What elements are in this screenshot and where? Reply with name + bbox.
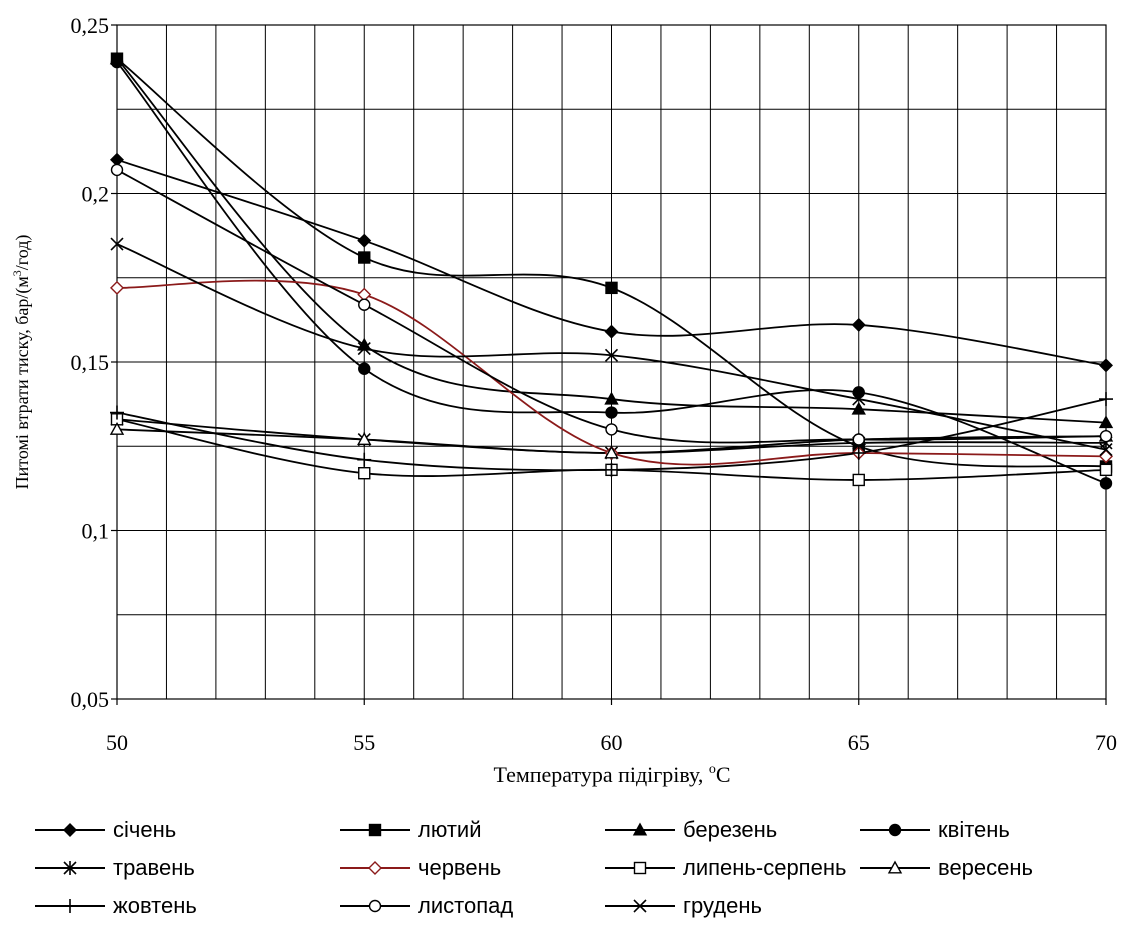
legend-item: лютий bbox=[340, 817, 482, 842]
data-point bbox=[852, 473, 865, 487]
data-point bbox=[110, 163, 124, 177]
y-tick-label: 0,1 bbox=[82, 519, 110, 544]
data-point bbox=[605, 281, 618, 295]
x-tick-label: 55 bbox=[353, 730, 375, 755]
data-point bbox=[358, 467, 371, 480]
y-axis-ticks: 0,05 0,1 0,15 0,2 0,25 bbox=[71, 13, 117, 712]
data-point bbox=[604, 391, 619, 405]
legend-label: червень bbox=[418, 855, 501, 880]
legend-item: жовтень bbox=[35, 893, 197, 918]
data-point bbox=[852, 433, 865, 446]
legend-item: листопад bbox=[340, 893, 513, 918]
data-point bbox=[358, 362, 371, 375]
legend-label: грудень bbox=[683, 893, 762, 918]
x-tick-label: 50 bbox=[106, 730, 128, 755]
data-point bbox=[852, 392, 866, 406]
y-axis-title: Питомі втрати тиску, бар/(м3/год) bbox=[10, 235, 33, 490]
x-tick-label: 60 bbox=[601, 730, 623, 755]
y-tick-label: 0,05 bbox=[71, 687, 110, 712]
legend-item: січень bbox=[35, 817, 176, 842]
legend-label: липень-серпень bbox=[683, 855, 846, 880]
legend-item: грудень bbox=[605, 893, 762, 918]
legend-item: червень bbox=[340, 855, 501, 880]
data-point bbox=[358, 298, 371, 311]
series-markers bbox=[109, 51, 1114, 490]
legend-item: квітень bbox=[860, 817, 1010, 842]
legend-label: вересень bbox=[938, 855, 1033, 880]
legend: січень лютий березень квітень травень червень… bbox=[35, 817, 1033, 918]
data-point bbox=[851, 401, 866, 415]
x-axis-ticks: 50 55 60 65 70 bbox=[106, 699, 1117, 755]
y-tick-label: 0,15 bbox=[71, 350, 110, 375]
x-tick-label: 65 bbox=[848, 730, 870, 755]
y-tick-label: 0,2 bbox=[82, 182, 110, 207]
x-tick-label: 70 bbox=[1095, 730, 1117, 755]
data-point bbox=[851, 317, 866, 332]
data-point bbox=[852, 386, 865, 399]
data-point bbox=[604, 324, 619, 339]
data-point bbox=[357, 432, 372, 446]
legend-label: березень bbox=[683, 817, 777, 842]
data-point bbox=[1099, 477, 1113, 490]
legend-label: січень bbox=[113, 817, 176, 842]
legend-item: березень bbox=[605, 817, 777, 842]
data-point bbox=[605, 406, 618, 419]
legend-label: лютий bbox=[418, 817, 482, 842]
data-point bbox=[604, 445, 619, 459]
data-point bbox=[110, 405, 124, 420]
data-point bbox=[1099, 358, 1113, 373]
gridlines bbox=[117, 25, 1106, 699]
plot-area bbox=[109, 24, 1114, 700]
data-point bbox=[605, 423, 618, 436]
data-point bbox=[1098, 415, 1114, 429]
legend-label: травень bbox=[113, 855, 195, 880]
data-point bbox=[110, 237, 124, 251]
data-point bbox=[109, 421, 125, 435]
legend-label: жовтень bbox=[113, 893, 197, 918]
legend-label: квітень bbox=[938, 817, 1010, 842]
data-point bbox=[604, 462, 619, 477]
data-point bbox=[357, 341, 371, 356]
data-point bbox=[110, 55, 124, 69]
legend-item: вересень bbox=[860, 855, 1033, 880]
legend-label: листопад bbox=[418, 893, 513, 918]
data-point bbox=[110, 280, 124, 295]
data-point bbox=[358, 251, 371, 264]
data-point bbox=[357, 233, 372, 248]
data-point bbox=[357, 452, 372, 467]
data-point bbox=[1099, 463, 1113, 477]
data-point bbox=[1099, 392, 1113, 407]
data-point bbox=[851, 445, 866, 460]
series-line bbox=[116, 61, 1107, 485]
data-point bbox=[1099, 429, 1113, 443]
y-tick-label: 0,25 bbox=[71, 13, 110, 38]
x-axis-title: Температура підігріву, oС bbox=[493, 762, 730, 787]
data-point bbox=[1099, 443, 1113, 457]
data-point bbox=[604, 348, 619, 362]
legend-item: травень bbox=[35, 855, 195, 880]
legend-item: липень-серпень bbox=[605, 855, 846, 880]
